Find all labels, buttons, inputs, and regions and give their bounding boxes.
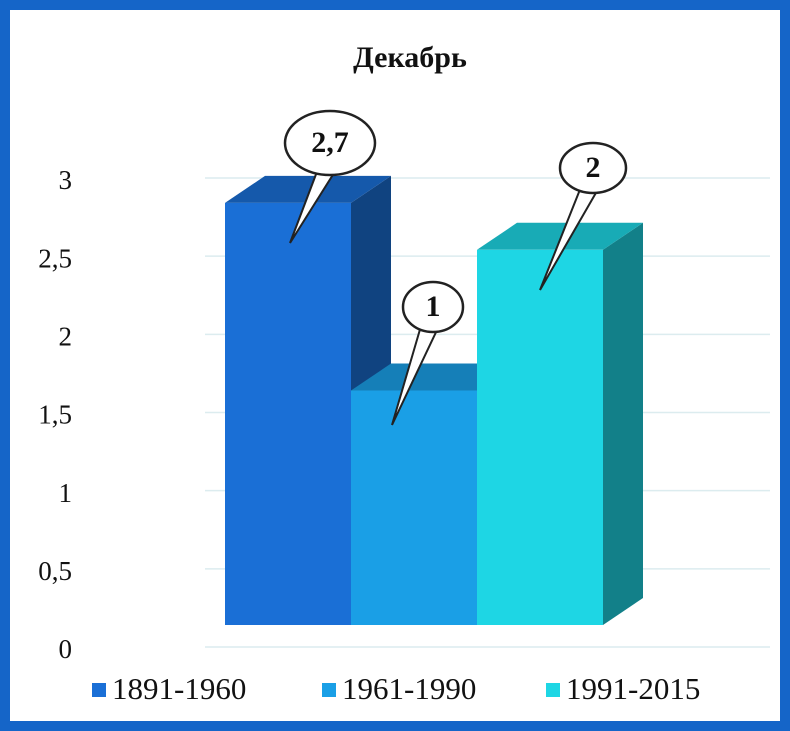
callout-bubble <box>283 109 377 177</box>
annotation: 2 <box>586 151 601 184</box>
legend-label: 1891-1960 <box>112 671 246 706</box>
bar-side <box>603 222 643 626</box>
callout-bubble <box>558 141 628 195</box>
bar <box>225 202 351 625</box>
legend-swatch <box>92 683 106 697</box>
bar <box>351 390 477 625</box>
bar-top <box>351 363 517 391</box>
legend-swatch <box>546 683 560 697</box>
legend-label: 1991-2015 <box>566 671 700 706</box>
y-tick-label: 0 <box>59 634 73 664</box>
bar-top <box>225 175 391 203</box>
chart-title: Декабрь <box>353 41 467 74</box>
annotation: 2,7 <box>311 126 349 159</box>
y-tick-label: 2,5 <box>38 243 72 273</box>
legend-label: 1961-1990 <box>342 671 476 706</box>
bar <box>477 249 603 626</box>
y-tick-label: 1,5 <box>38 400 72 430</box>
y-tick-label: 0,5 <box>38 556 72 586</box>
y-tick-label: 3 <box>59 165 73 195</box>
y-tick-label: 1 <box>59 478 73 508</box>
legend-swatch <box>322 683 336 697</box>
callout-bubble <box>401 280 465 334</box>
bar-top <box>477 222 643 250</box>
y-tick-label: 2 <box>59 322 73 352</box>
annotation: 1 <box>426 290 441 323</box>
